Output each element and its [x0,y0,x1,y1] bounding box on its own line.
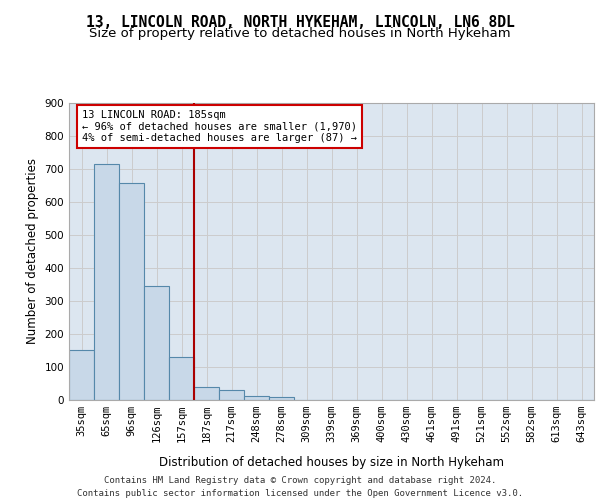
Text: Contains HM Land Registry data © Crown copyright and database right 2024.
Contai: Contains HM Land Registry data © Crown c… [77,476,523,498]
Bar [69,350,94,400]
Bar [219,390,244,400]
Bar [244,396,269,400]
Text: 13, LINCOLN ROAD, NORTH HYKEHAM, LINCOLN, LN6 8DL: 13, LINCOLN ROAD, NORTH HYKEHAM, LINCOLN… [86,15,514,30]
X-axis label: Distribution of detached houses by size in North Hykeham: Distribution of detached houses by size … [159,456,504,469]
Y-axis label: Number of detached properties: Number of detached properties [26,158,39,344]
Bar [94,164,119,400]
Text: 13 LINCOLN ROAD: 185sqm
← 96% of detached houses are smaller (1,970)
4% of semi-: 13 LINCOLN ROAD: 185sqm ← 96% of detache… [82,110,357,143]
Bar [269,398,294,400]
Bar [194,387,219,400]
Bar [144,286,169,400]
Bar [119,184,144,400]
Bar [169,357,194,400]
Text: Size of property relative to detached houses in North Hykeham: Size of property relative to detached ho… [89,28,511,40]
